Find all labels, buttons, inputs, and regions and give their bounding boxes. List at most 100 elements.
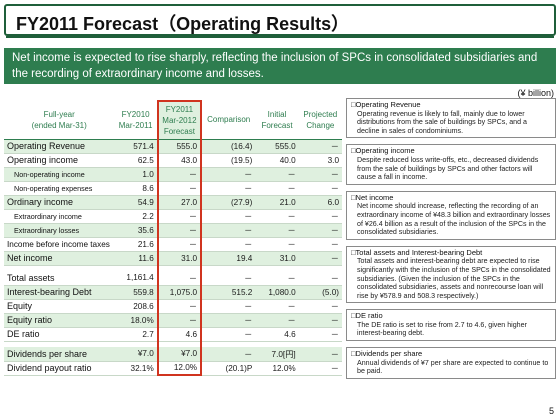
title-bar: FY2011 Forecast（Operating Results）	[4, 4, 556, 38]
cell-projected-change: －	[298, 139, 342, 154]
cell-initial-forecast: 21.0	[255, 195, 299, 210]
page-title: FY2011 Forecast（Operating Results）	[16, 14, 350, 34]
gap-cell	[4, 265, 115, 271]
cell-fy2011-forecast: －	[156, 313, 203, 328]
cell-fy2010: 2.7	[114, 327, 158, 342]
table-row: Dividends per share ¥7.0 ¥7.0 － 7.0[円] －	[4, 347, 342, 362]
row-label: Extraordinary losses	[4, 223, 115, 238]
gap-cell	[201, 341, 256, 347]
table-row: Extraordinary losses 35.6 －－－－	[4, 223, 342, 238]
cell-comparison: (19.5)	[201, 153, 256, 168]
gap-cell	[201, 265, 256, 271]
cell-fy2010: 35.6	[114, 223, 158, 238]
note-body: Net income should increase, reflecting t…	[357, 202, 551, 237]
cell-initial-forecast: －	[255, 223, 299, 238]
cell-fy2011-forecast: 4.6	[156, 327, 203, 342]
table-row: Non-operating expenses 8.6 －－－－	[4, 181, 342, 196]
cell-fy2010: 2.2	[114, 209, 158, 224]
cell-projected-change: －	[298, 237, 342, 252]
cell-projected-change: －	[298, 347, 342, 362]
results-table: Full-year (ended Mar-31) FY2010 Mar-2011…	[4, 100, 342, 376]
table-row: Dividend payout ratio 32.1% 12.0% (20.1)P 12…	[4, 361, 342, 376]
note-box: □Dividends per share Annual dividends of …	[346, 347, 556, 379]
note-body: Despite reduced loss write-offs, etc., d…	[357, 155, 539, 182]
cell-initial-forecast: 555.0	[255, 139, 299, 154]
cell-fy2010: 8.6	[114, 181, 158, 196]
note-box: □Operating Revenue Operating revenue is l…	[346, 98, 556, 139]
gap-cell	[298, 341, 342, 347]
header-initial-forecast: Initial Forecast	[255, 101, 299, 140]
cell-comparison: －	[201, 181, 256, 196]
header-label: Full-year (ended Mar-31)	[4, 101, 115, 140]
notes-panel: □Operating Revenue Operating revenue is l…	[346, 98, 556, 385]
cell-initial-forecast: 4.6	[255, 327, 299, 342]
table-row: Operating Revenue 571.4 555.0 (16.4) 555.0 －	[4, 139, 342, 154]
cell-projected-change: 3.0	[298, 153, 342, 168]
cell-initial-forecast: －	[255, 237, 299, 252]
cell-fy2010: ¥7.0	[114, 347, 158, 362]
cell-projected-change: 6.0	[298, 195, 342, 210]
header-comparison: Comparison	[201, 101, 256, 140]
cell-projected-change: －	[298, 209, 342, 224]
note-title: □Operating income	[351, 146, 415, 156]
table-row: Equity 208.6 －－－－	[4, 299, 342, 314]
cell-initial-forecast: －	[255, 181, 299, 196]
row-label: Income before income taxes	[4, 237, 115, 252]
cell-projected-change: (5.0)	[298, 285, 342, 300]
cell-comparison: －	[201, 167, 256, 182]
note-title: □DE ratio	[351, 311, 383, 321]
row-label: Total assets	[4, 271, 115, 286]
row-label: Operating Revenue	[4, 139, 115, 154]
cell-comparison: －	[201, 209, 256, 224]
row-label: Operating income	[4, 153, 115, 168]
cell-fy2011-forecast: 27.0	[156, 195, 203, 210]
cell-fy2010: 18.0%	[114, 313, 158, 328]
cell-projected-change: －	[298, 167, 342, 182]
cell-initial-forecast: 40.0	[255, 153, 299, 168]
gap-cell	[156, 341, 203, 347]
cell-projected-change: －	[298, 251, 342, 266]
cell-comparison: 19.4	[201, 251, 256, 266]
note-box: □Net income Net income should increase, r…	[346, 190, 556, 240]
table-gap	[4, 341, 342, 347]
page-number: 5	[548, 406, 554, 416]
cell-fy2011-forecast: 12.0%	[156, 361, 203, 376]
cell-initial-forecast: －	[255, 313, 299, 328]
gap-cell	[156, 265, 203, 271]
note-body: Total assets and interest-bearing debt a…	[357, 257, 551, 300]
gap-cell	[255, 265, 299, 271]
cell-fy2010: 559.8	[114, 285, 158, 300]
table-row: Operating income 62.5 43.0 (19.5) 40.0 3.0	[4, 153, 342, 168]
cell-fy2011-forecast: 555.0	[156, 139, 203, 154]
row-label: Equity ratio	[4, 313, 115, 328]
table-gap	[4, 265, 342, 271]
cell-comparison: －	[201, 327, 256, 342]
table-row: Total assets 1,161.4 －－－－	[4, 271, 342, 286]
note-body: The DE ratio is set to rise from 2.7 to …	[357, 320, 527, 338]
cell-projected-change: －	[298, 181, 342, 196]
header-fy2011-forecast: FY2011 Mar-2012 Forecast	[156, 100, 203, 140]
table-row: Ordinary income 54.9 27.0 (27.9) 21.0 6.0	[4, 195, 342, 210]
cell-initial-forecast: 31.0	[255, 251, 299, 266]
note-title: □Total assets and Interest-bearing Debt	[351, 247, 483, 257]
cell-fy2010: 1.0	[114, 167, 158, 182]
cell-comparison: －	[201, 313, 256, 328]
cell-projected-change: －	[298, 327, 342, 342]
cell-fy2010: 11.6	[114, 251, 158, 266]
note-body: Operating revenue is likely to fall, mai…	[357, 109, 527, 135]
cell-fy2011-forecast: －	[156, 237, 203, 252]
note-body: Annual dividends of ¥7 per share are exp…	[357, 358, 549, 376]
cell-projected-change: －	[298, 299, 342, 314]
table-header-row: Full-year (ended Mar-31) FY2010 Mar-2011…	[4, 100, 342, 140]
row-label: DE ratio	[4, 327, 115, 342]
cell-fy2010: 571.4	[114, 139, 158, 154]
cell-comparison: (16.4)	[201, 139, 256, 154]
cell-fy2011-forecast: －	[156, 181, 203, 196]
row-label: Dividend payout ratio	[4, 361, 115, 376]
gap-cell	[114, 265, 158, 271]
table-row: Income before income taxes 21.6 －－－－	[4, 237, 342, 252]
table-row: DE ratio 2.7 4.6 － 4.6 －	[4, 327, 342, 342]
row-label: Equity	[4, 299, 115, 314]
note-title: □Operating Revenue	[351, 100, 421, 109]
summary-banner: Net income is expected to rise sharply, …	[4, 48, 556, 84]
